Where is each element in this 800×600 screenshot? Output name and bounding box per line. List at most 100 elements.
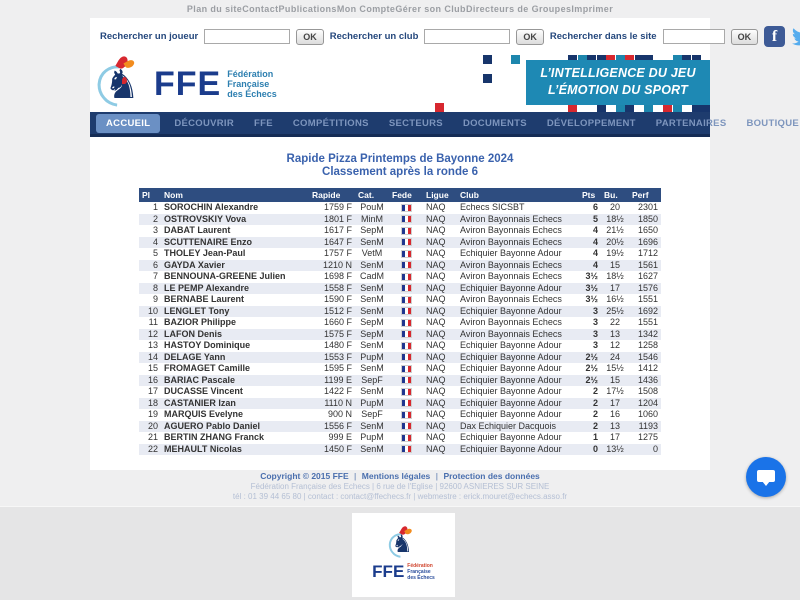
- privacy-link[interactable]: Protection des données: [443, 471, 540, 481]
- club-cell: Aviron Bayonnais Echecs: [460, 259, 562, 270]
- performance-cell: 1546: [637, 351, 658, 362]
- mosaic-square: [587, 55, 596, 64]
- chat-bubble-icon: [757, 470, 775, 486]
- facebook-icon[interactable]: f: [764, 26, 786, 47]
- nav-menu-item[interactable]: COMPÉTITIONS: [292, 117, 369, 129]
- points-cell: 2: [592, 386, 598, 396]
- utility-nav-link[interactable]: Directeurs de Groupes: [465, 4, 572, 14]
- buchholz-cell: 17½: [606, 386, 624, 396]
- col-header-nom: Nom: [161, 188, 309, 202]
- col-header-pts: Pts: [579, 188, 601, 202]
- league-cell: NAQ: [426, 202, 446, 212]
- league-cell: NAQ: [426, 386, 446, 396]
- logo-name: Fédération Française des Échecs: [227, 69, 277, 99]
- footer-ffe-logo[interactable]: ♞ FFE Fédération Française des Échecs: [352, 513, 455, 597]
- buchholz-cell: 13: [609, 328, 620, 339]
- utility-nav-item[interactable]: Directeurs de Groupes |: [466, 4, 571, 14]
- nav-menu-item[interactable]: FFE: [254, 117, 273, 129]
- points-cell: 3½: [585, 282, 598, 293]
- footer-address: Fédération Française des Echecs | 6 rue …: [250, 482, 550, 491]
- rank-cell: 16: [147, 374, 158, 385]
- nav-menu-item[interactable]: SECTEURS: [388, 117, 443, 129]
- buchholz-cell: 22: [609, 317, 620, 327]
- rating-cell: 1617 F: [323, 225, 352, 235]
- player-name-cell: MEHAULT Nicolas: [164, 443, 242, 454]
- nav-menu-item[interactable]: PARTENAIRES: [655, 117, 727, 129]
- rank-cell: 15: [147, 363, 158, 373]
- club-search-ok-button[interactable]: OK: [516, 28, 544, 45]
- buchholz-cell: 25½: [606, 305, 624, 316]
- club-search-input[interactable]: [424, 29, 511, 44]
- points-cell: 2: [592, 409, 598, 419]
- player-name-cell: BAZIOR Philippe: [164, 317, 236, 327]
- league-cell: NAQ: [426, 294, 446, 304]
- category-cell: SepM: [360, 317, 384, 327]
- utility-nav-item[interactable]: Publications |: [279, 4, 337, 14]
- nav-menu-item[interactable]: BOUTIQUE: [746, 117, 799, 129]
- player-name-cell: DABAT Laurent: [164, 225, 231, 235]
- performance-cell: 1712: [637, 248, 658, 258]
- round-subtitle: Classement après la ronde 6: [322, 166, 478, 178]
- utility-nav-item[interactable]: Plan du site |: [187, 4, 242, 14]
- nav-menu-item[interactable]: DÉVELOPPEMENT: [546, 117, 636, 129]
- utility-nav-link[interactable]: Gérer son Club: [395, 4, 466, 14]
- main-container: Rechercher un joueur OK Rechercher un cl…: [90, 18, 800, 470]
- col-header-pl: Pl: [139, 188, 161, 202]
- french-flag-icon: [400, 387, 412, 396]
- utility-nav-link[interactable]: Imprimer: [571, 4, 614, 14]
- category-cell: PouM: [360, 202, 384, 212]
- buchholz-cell: 24: [609, 351, 620, 362]
- utility-nav-link[interactable]: Publications: [278, 4, 337, 14]
- nav-menu-item[interactable]: DOCUMENTS: [462, 117, 527, 129]
- player-name-cell: SCUTTENAIRE Enzo: [164, 236, 253, 247]
- points-cell: 1: [592, 432, 598, 442]
- french-flag-icon: [400, 341, 412, 350]
- buchholz-cell: 21½: [606, 225, 624, 235]
- rating-cell: 1575 F: [323, 328, 352, 339]
- footer: Copyright © 2015 FFE | Mentions légales …: [0, 471, 800, 501]
- player-search-input[interactable]: [204, 29, 291, 44]
- ffe-logo[interactable]: ♞ FFE Fédération Française des Échecs: [90, 55, 277, 112]
- utility-nav-link[interactable]: Contact: [242, 4, 279, 14]
- utility-nav-item[interactable]: Gérer son Club |: [395, 4, 466, 14]
- nav-menu-item[interactable]: ACCUEIL: [96, 113, 161, 133]
- knight-rooster-icon: ♞: [383, 525, 419, 563]
- player-name-cell: MARQUIS Evelyne: [164, 409, 244, 419]
- category-cell: SenM: [360, 294, 384, 304]
- col-header-rapide: Rapide: [309, 188, 355, 202]
- utility-nav-item[interactable]: Mon Compte |: [337, 4, 396, 14]
- twitter-icon[interactable]: [791, 27, 800, 47]
- points-cell: 3: [592, 305, 598, 316]
- utility-nav-item[interactable]: Imprimer |: [571, 4, 613, 14]
- points-cell: 3: [592, 328, 598, 339]
- chat-button[interactable]: [746, 457, 786, 497]
- player-search-ok-button[interactable]: OK: [296, 28, 324, 45]
- club-cell: Aviron Bayonnais Echecs: [460, 294, 562, 304]
- legal-link[interactable]: Mentions légales: [361, 471, 431, 481]
- buchholz-cell: 20: [609, 202, 620, 212]
- nav-menu-item[interactable]: DÉCOUVRIR: [174, 117, 235, 129]
- site-search-label: Rechercher dans le site: [549, 31, 657, 42]
- club-cell: Aviron Bayonnais Echecs: [460, 328, 562, 339]
- mosaic-square: [672, 55, 682, 64]
- buchholz-cell: 15: [609, 259, 620, 270]
- federation-cell: [389, 260, 423, 272]
- table-row: 8 LE PEMP Alexandre 1558 F SenM NAQ Echi…: [139, 282, 661, 295]
- mosaic-square: [435, 102, 444, 112]
- utility-nav-item[interactable]: Contact |: [242, 4, 278, 14]
- mosaic-square: [663, 55, 672, 64]
- mosaic-square: [634, 102, 644, 112]
- site-search-ok-button[interactable]: OK: [730, 28, 759, 45]
- table-row: 5 THOLEY Jean-Paul 1757 F VetM NAQ Echiq…: [139, 248, 661, 260]
- logo-name-line: Fédération: [407, 563, 433, 569]
- utility-nav-link[interactable]: Plan du site: [186, 4, 243, 14]
- federation-cell: [389, 283, 423, 295]
- site-search-input[interactable]: [662, 29, 725, 44]
- category-cell: MinM: [361, 213, 383, 224]
- category-cell: SenM: [360, 305, 384, 316]
- slogan-text: L’INTELLIGENCE DU: [540, 66, 671, 80]
- utility-nav-link[interactable]: Mon Compte: [336, 4, 396, 14]
- points-cell: 3: [592, 317, 598, 327]
- category-cell: SepF: [361, 374, 383, 385]
- points-cell: 5: [592, 213, 598, 224]
